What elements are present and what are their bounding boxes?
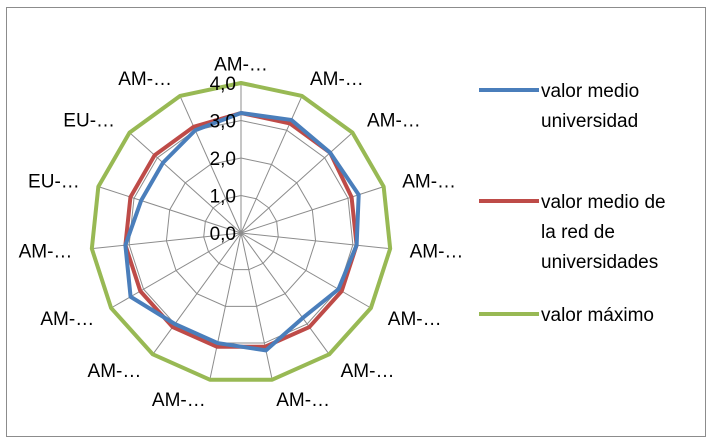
category-label: AM-…: [341, 361, 395, 382]
category-label: AM-…: [152, 390, 206, 411]
grid-spoke: [240, 132, 353, 234]
legend: valor medio universidad valor medio de la r…: [479, 81, 666, 326]
tick-label: 4,0: [210, 74, 236, 95]
category-label: EU-…: [63, 111, 115, 132]
radar-grid: [91, 82, 391, 381]
grid-spoke: [209, 232, 242, 380]
grid-spoke: [152, 232, 242, 355]
category-label: AM-…: [19, 242, 73, 263]
tick-label: 1,0: [210, 187, 236, 208]
category-label: AM-…: [118, 69, 172, 90]
legend-label: valor medio de la red de universidades: [541, 192, 666, 273]
tick-label: 3,0: [210, 112, 236, 133]
tick-label: 0,0: [210, 224, 236, 245]
grid-spoke: [240, 232, 330, 355]
category-label: EU-…: [28, 172, 80, 193]
grid-spoke: [91, 232, 242, 250]
grid-spoke: [129, 132, 242, 234]
grid-ring: [203, 194, 279, 271]
category-labels: AM-…AM-…AM-…AM-…AM-…AM-…AM-…AM-…AM-…AM-……: [19, 55, 464, 411]
chart-frame: 0,0 1,0 2,0 3,0 4,0 AM-… AM-… AM-… AM-… AM-… AM-……: [6, 7, 706, 437]
category-label: AM-…: [40, 309, 94, 330]
tick-label: 2,0: [210, 149, 236, 170]
grid-spoke: [110, 232, 242, 309]
category-label: AM-…: [367, 111, 421, 132]
category-label: AM-…: [402, 172, 456, 193]
radar-chart: 0,01,02,03,04,0 AM-…AM-…AM-…AM-…AM-…AM-……: [19, 55, 666, 411]
radial-tick-labels: 0,0 1,0 2,0 3,0 4,0: [210, 74, 236, 245]
grid-spoke: [240, 232, 391, 250]
category-label: AM-…: [310, 69, 364, 90]
category-label: AM-…: [410, 242, 464, 263]
category-label: AM-…: [88, 361, 142, 382]
category-label: AM-…: [214, 55, 268, 76]
category-label: AM-…: [388, 309, 442, 330]
legend-label: valor máximo: [541, 305, 654, 326]
grid-spoke: [179, 95, 242, 234]
series-line: [123, 111, 361, 353]
legend-label: valor medio universidad: [541, 81, 639, 132]
grid-spoke: [240, 186, 384, 234]
grid-spoke: [98, 186, 242, 234]
grid-spoke: [240, 232, 273, 380]
grid-spoke: [240, 232, 372, 309]
grid-ring: [128, 119, 354, 344]
series-line: [89, 81, 393, 382]
radar-series: [89, 81, 393, 382]
category-label: AM-…: [276, 390, 330, 411]
grid-ring: [165, 157, 317, 307]
